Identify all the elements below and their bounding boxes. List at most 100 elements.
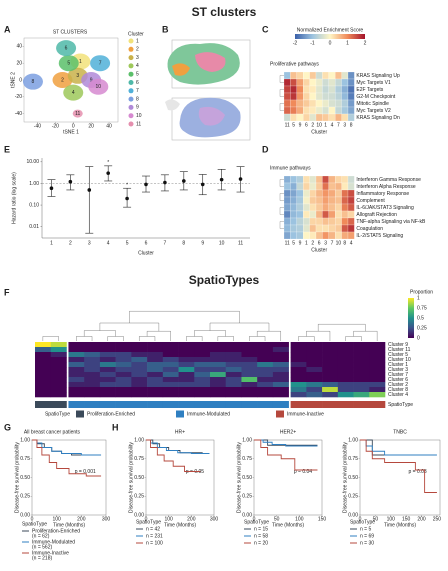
heat-cell (241, 382, 258, 388)
legend-swatch (128, 88, 134, 94)
heat-cell (283, 196, 291, 205)
heat-cell (335, 106, 342, 115)
heat-cell (35, 367, 52, 373)
heat-cell (337, 352, 354, 358)
heat-cell (303, 231, 310, 240)
heat-cell (315, 71, 323, 80)
heat-cell (303, 175, 310, 184)
legend-label: Immune-Inactive (32, 550, 69, 556)
cluster-label: 8 (32, 79, 35, 85)
row-label: E2F Targets (356, 87, 383, 93)
heat-cell (328, 85, 336, 94)
heat-cell (241, 352, 258, 358)
heat-cell (68, 392, 85, 398)
heat-cell (309, 196, 317, 205)
tissue-region (172, 63, 190, 76)
heat-cell (99, 387, 116, 393)
heat-cell (341, 106, 349, 115)
column-label: 10 (336, 240, 342, 246)
heat-cell (328, 71, 336, 80)
dendrogram (279, 193, 284, 201)
heat-cell (50, 347, 67, 353)
survival-curve (254, 439, 318, 471)
heat-cell (369, 377, 386, 383)
cluster-blob (90, 55, 111, 72)
heat-cell (272, 357, 289, 363)
legend-label: 7 (136, 88, 139, 94)
heat-cell (309, 71, 317, 80)
heat-cell (272, 377, 289, 383)
heat-cell (341, 182, 349, 191)
heat-cell (99, 362, 116, 368)
heat-cell (347, 71, 355, 80)
heat-cell (257, 357, 274, 363)
heat-cell (315, 85, 323, 94)
y-tick-label: 0.75 (20, 456, 30, 462)
heat-cell (178, 342, 195, 348)
heat-cell (337, 357, 354, 363)
heat-cell (115, 357, 132, 363)
heat-cell (272, 372, 289, 378)
heat-cell (50, 382, 67, 388)
heat-cell (257, 352, 274, 358)
heat-cell (272, 362, 289, 368)
heat-cell (296, 113, 304, 122)
legend-label: n = 20 (254, 540, 268, 546)
heat-cell (147, 347, 164, 353)
heat-cell (353, 352, 370, 358)
heat-cell (322, 342, 339, 348)
column-label: 5 (292, 122, 295, 128)
heat-cell (341, 189, 349, 198)
heat-cell (290, 347, 307, 353)
heat-cell (353, 357, 370, 363)
dendrogram (279, 103, 284, 111)
row-label: Myc Targets V1 (356, 80, 391, 86)
legend-label: 10 (136, 113, 142, 119)
heat-cell (225, 377, 242, 383)
row-label: Mitotic Spindle (356, 101, 389, 107)
row-label: Cluster 4 (388, 392, 408, 398)
heat-cell (99, 392, 116, 398)
heat-cell (347, 203, 355, 212)
spatiotype-bar (131, 401, 148, 408)
y-tick-label: 0.00 (348, 512, 358, 518)
colorbar-tick-label: 1 (417, 295, 420, 301)
heat-cell (335, 182, 342, 191)
heat-cell (303, 106, 310, 115)
heat-cell (283, 203, 291, 212)
y-axis-label: Disease-free survival probability (14, 442, 20, 513)
column-label: 1 (324, 122, 327, 128)
x-tick-label: 7 (164, 240, 167, 246)
heat-cell (309, 210, 317, 219)
heat-cell (272, 392, 289, 398)
point (68, 179, 73, 184)
heat-cell (210, 362, 227, 368)
heat-cell (178, 372, 195, 378)
heat-cell (341, 210, 349, 219)
legend-label: (n = 218) (32, 555, 52, 561)
heat-cell (241, 392, 258, 398)
heat-cell (335, 210, 342, 219)
section-title: SpatioTypes (189, 273, 260, 287)
heat-cell (309, 92, 317, 101)
x-tick-label: 5 (126, 240, 129, 246)
spatiotype-bar (84, 401, 101, 408)
colorbar-tick-label: -2 (293, 40, 298, 46)
heat-cell (257, 392, 274, 398)
heat-cell (225, 352, 242, 358)
heat-cell (147, 362, 164, 368)
heat-cell (194, 392, 211, 398)
cluster-blob (63, 84, 84, 101)
legend-label: 6 (136, 80, 139, 86)
point (163, 180, 167, 185)
x-tick-label: -20 (52, 123, 59, 129)
heat-cell (369, 362, 386, 368)
x-tick-label: 100 (52, 516, 61, 522)
heat-cell (290, 106, 297, 115)
heat-cell (68, 347, 85, 353)
heat-cell (272, 367, 289, 373)
column-label: 3 (324, 240, 327, 246)
heat-cell (315, 217, 323, 226)
heat-cell (335, 224, 342, 233)
heat-cell (335, 78, 342, 87)
